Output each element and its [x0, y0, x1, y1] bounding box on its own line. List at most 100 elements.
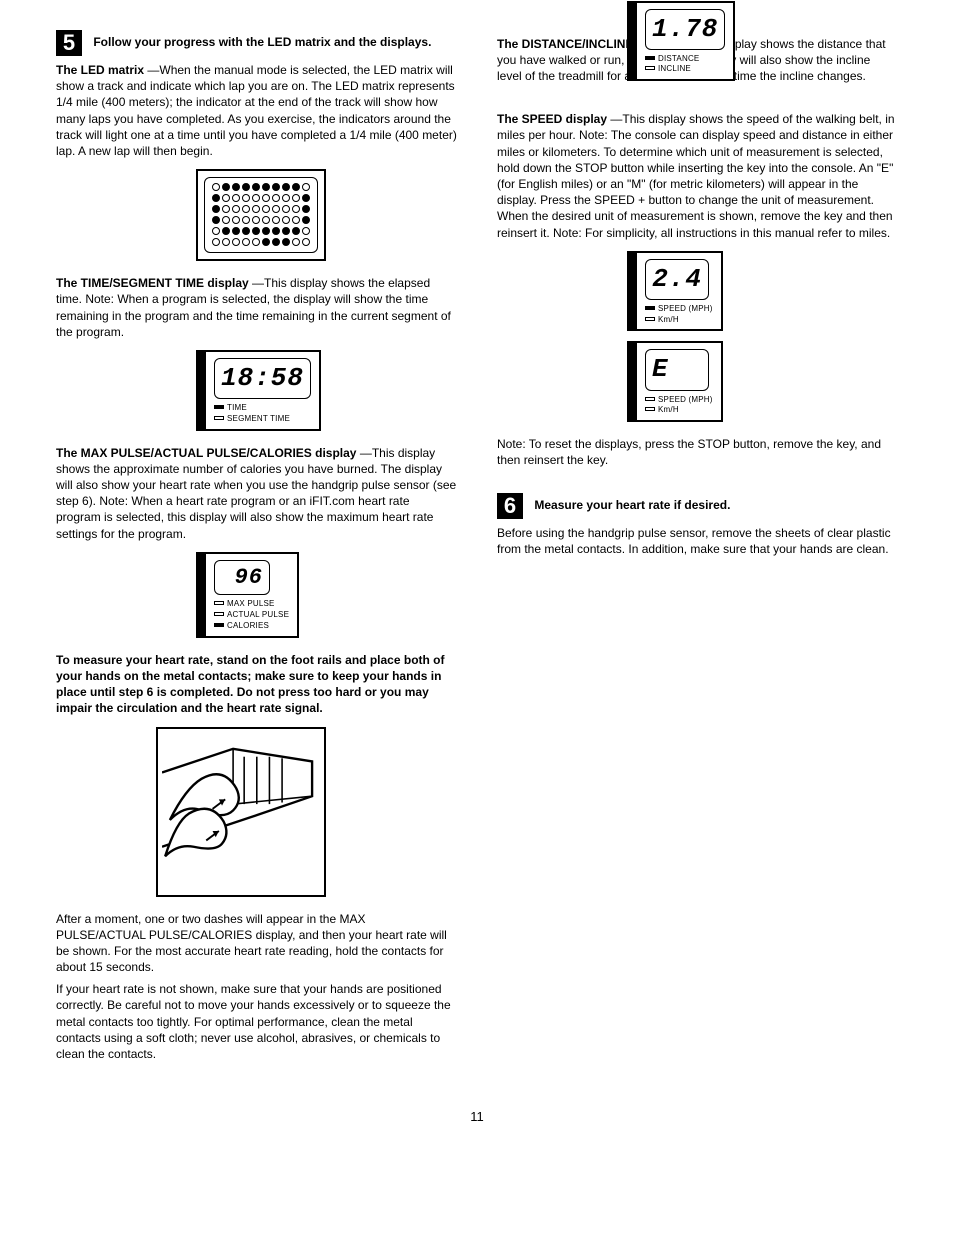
- matrix-dot: [302, 205, 310, 213]
- matrix-dot: [232, 194, 240, 202]
- matrix-dot: [262, 216, 270, 224]
- matrix-dot: [232, 238, 240, 246]
- matrix-dot: [222, 205, 230, 213]
- matrix-dot: [232, 216, 240, 224]
- matrix-dot: [242, 194, 250, 202]
- matrix-dot: [302, 183, 310, 191]
- speed-e-ind-2: Km/H: [658, 405, 679, 414]
- pulse-ind-3: CALORIES: [227, 621, 269, 630]
- matrix-dot: [242, 227, 250, 235]
- matrix-dot: [252, 205, 260, 213]
- step-5-title: Follow your progress with the LED matrix…: [93, 34, 431, 50]
- matrix-dot: [252, 238, 260, 246]
- step-6-title: Measure your heart rate if desired.: [534, 497, 730, 513]
- matrix-dot: [282, 216, 290, 224]
- pulse-ind-1: MAX PULSE: [227, 599, 275, 608]
- distance-ind-1: DISTANCE: [658, 54, 699, 63]
- matrix-dot: [232, 205, 240, 213]
- matrix-dot: [282, 238, 290, 246]
- matrix-dot: [292, 216, 300, 224]
- matrix-dot: [292, 227, 300, 235]
- matrix-dot: [222, 183, 230, 191]
- time-heading: The TIME/SEGMENT TIME display: [56, 276, 249, 290]
- matrix-dot: [272, 194, 280, 202]
- pulse-display-module: 96 MAX PULSE ACTUAL PULSE CALORIES: [196, 552, 299, 638]
- matrix-dot: [302, 238, 310, 246]
- hands-note: If your heart rate is not shown, make su…: [56, 981, 457, 1062]
- reset-note: Note: To reset the displays, press the S…: [497, 436, 898, 468]
- matrix-dot: [242, 205, 250, 213]
- matrix-dot: [262, 205, 270, 213]
- time-display-module: 18:58 TIME SEGMENT TIME: [196, 350, 321, 431]
- hands-paragraph-2: After a moment, one or two dashes will a…: [56, 911, 457, 976]
- matrix-dot: [292, 205, 300, 213]
- matrix-dot: [252, 216, 260, 224]
- hands-illustration-svg: [162, 733, 320, 891]
- matrix-dot: [262, 227, 270, 235]
- matrix-dot: [292, 238, 300, 246]
- matrix-dot: [232, 183, 240, 191]
- distance-lcd-value: 1.78: [652, 14, 718, 44]
- matrix-dot: [272, 183, 280, 191]
- time-lcd-value: 18:58: [221, 363, 304, 393]
- matrix-heading: The LED matrix: [56, 63, 144, 77]
- matrix-dot: [242, 183, 250, 191]
- time-ind-2: SEGMENT TIME: [227, 414, 290, 423]
- matrix-dot: [292, 194, 300, 202]
- led-matrix-module: [196, 169, 326, 261]
- pulse-ind-2: ACTUAL PULSE: [227, 610, 289, 619]
- matrix-dot: [302, 194, 310, 202]
- step-5-number: 5: [56, 30, 82, 56]
- hands-heading: To measure your heart rate, stand on the…: [56, 653, 445, 716]
- matrix-paragraph: —When the manual mode is selected, the L…: [56, 63, 457, 158]
- step-6-paragraph: Before using the handgrip pulse sensor, …: [497, 525, 898, 557]
- time-ind-1: TIME: [227, 403, 247, 412]
- matrix-dot: [272, 216, 280, 224]
- matrix-dot: [302, 227, 310, 235]
- matrix-dot: [272, 238, 280, 246]
- matrix-dot: [242, 238, 250, 246]
- speed-display-module: 2.4 SPEED (MPH) Km/H: [627, 251, 723, 332]
- matrix-dot: [302, 216, 310, 224]
- matrix-dot: [282, 194, 290, 202]
- distance-ind-2: INCLINE: [658, 64, 691, 73]
- step-6-number: 6: [497, 493, 523, 519]
- matrix-dot: [262, 183, 270, 191]
- matrix-dot: [212, 227, 220, 235]
- speed-heading: The SPEED display: [497, 112, 607, 126]
- speed-e-ind-1: SPEED (MPH): [658, 395, 713, 404]
- matrix-dot: [272, 227, 280, 235]
- speed-ind-1: SPEED (MPH): [658, 304, 713, 313]
- page-number: 11: [56, 1108, 898, 1126]
- matrix-dot: [252, 183, 260, 191]
- speed-ind-2: Km/H: [658, 315, 679, 324]
- matrix-dot: [222, 216, 230, 224]
- pulse-lcd-value: 96: [235, 565, 263, 590]
- matrix-dot: [222, 227, 230, 235]
- matrix-dot: [242, 216, 250, 224]
- matrix-dot: [282, 205, 290, 213]
- speed-e-display-module: E SPEED (MPH) Km/H: [627, 341, 723, 422]
- matrix-dot: [252, 227, 260, 235]
- distance-display-module: 1.78 DISTANCE INCLINE: [627, 1, 735, 82]
- matrix-dot: [262, 194, 270, 202]
- matrix-dot: [252, 194, 260, 202]
- speed-paragraph: —This display shows the speed of the wal…: [497, 112, 895, 239]
- matrix-dot: [212, 183, 220, 191]
- matrix-dot: [212, 205, 220, 213]
- matrix-dot: [222, 238, 230, 246]
- hands-diagram: [156, 727, 326, 897]
- matrix-dot: [222, 194, 230, 202]
- matrix-dot: [212, 216, 220, 224]
- speed-e-lcd-value: E: [652, 354, 669, 384]
- matrix-dot: [292, 183, 300, 191]
- matrix-dot: [212, 194, 220, 202]
- speed-lcd-value: 2.4: [652, 264, 702, 294]
- matrix-dot: [232, 227, 240, 235]
- matrix-dot: [262, 238, 270, 246]
- pulse-heading: The MAX PULSE/ACTUAL PULSE/CALORIES disp…: [56, 446, 356, 460]
- matrix-dot: [282, 227, 290, 235]
- matrix-dot: [212, 238, 220, 246]
- matrix-dot: [282, 183, 290, 191]
- matrix-dot: [272, 205, 280, 213]
